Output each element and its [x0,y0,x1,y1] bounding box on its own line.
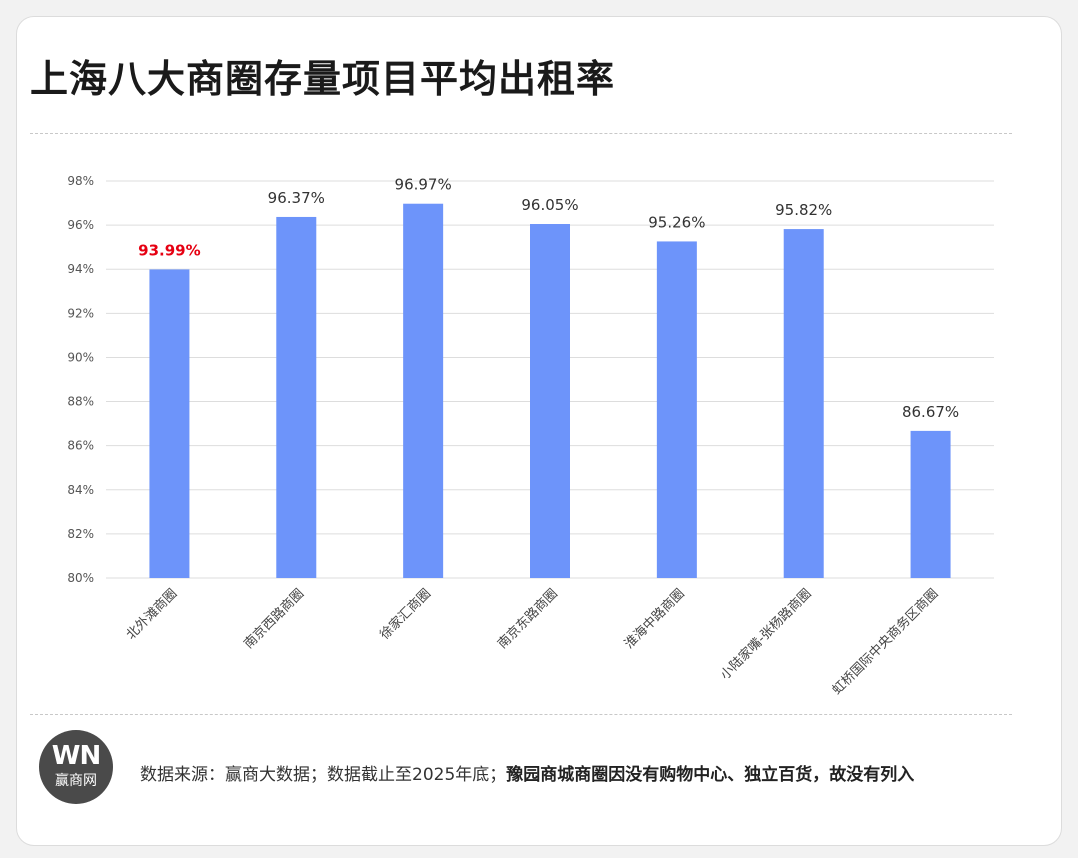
bottom-divider [30,714,1012,715]
data-labels: 93.99% 96.37% 96.97% 96.05% 95.26% 95.82% 86.6… [138,176,959,421]
y-axis-ticks: 80% 82% 84% 86% 88% 90% 92% 94% 96% 98% [67,174,94,585]
footer-note: 数据来源：赢商大数据；数据截止至2025年底；豫园商城商圈因没有购物中心、独立百… [140,760,914,785]
x-tick-label: 南京西路商圈 [241,586,307,652]
chart-title: 上海八大商圈存量项目平均出租率 [30,57,616,101]
footer-exclusion-note: 豫园商城商圈因没有购物中心、独立百货，故没有列入 [506,765,915,785]
data-label: 96.05% [521,196,578,214]
bar [910,430,951,578]
logo-text: 赢商网 [55,773,97,789]
x-tick-label: 徐家汇商圈 [377,586,434,643]
bar [276,216,317,578]
y-tick-label: 84% [67,483,94,497]
x-tick-label: 南京东路商圈 [494,586,560,652]
data-label: 96.97% [395,176,452,194]
y-tick-label: 86% [67,439,94,453]
bar [783,229,824,578]
x-tick-label: 虹桥国际中央商务区商圈 [829,586,941,698]
y-tick-label: 80% [67,571,94,585]
data-label: 96.37% [268,189,325,207]
x-tick-label: 小陆家嘴-张杨路商圈 [717,586,814,683]
y-tick-label: 90% [67,350,94,364]
footer-source: 数据来源：赢商大数据；数据截止至2025年底； [140,765,507,785]
y-tick-label: 94% [67,262,94,276]
bars [149,203,951,578]
data-label: 95.26% [648,213,705,231]
bar [530,224,570,578]
top-divider [30,133,1012,134]
bar [656,241,697,578]
data-label: 93.99% [138,241,200,259]
y-tick-label: 88% [67,395,94,409]
bar [149,269,190,578]
y-tick-label: 96% [67,218,94,232]
bar [403,203,444,578]
y-tick-label: 82% [67,527,94,541]
y-tick-label: 98% [67,174,94,188]
x-tick-label: 淮海中路商圈 [621,586,687,652]
logo-mark: WN [51,741,101,771]
x-axis-ticks: 北外滩商圈 南京西路商圈 徐家汇商圈 南京东路商圈 淮海中路商圈 小陆家嘴-张杨路商圈 虹桥… [124,586,942,698]
y-tick-label: 92% [67,306,94,320]
brand-logo: WN 赢商网 [39,730,113,804]
data-label: 95.82% [775,201,832,219]
data-label: 86.67% [902,403,959,421]
x-tick-label: 北外滩商圈 [124,586,181,643]
